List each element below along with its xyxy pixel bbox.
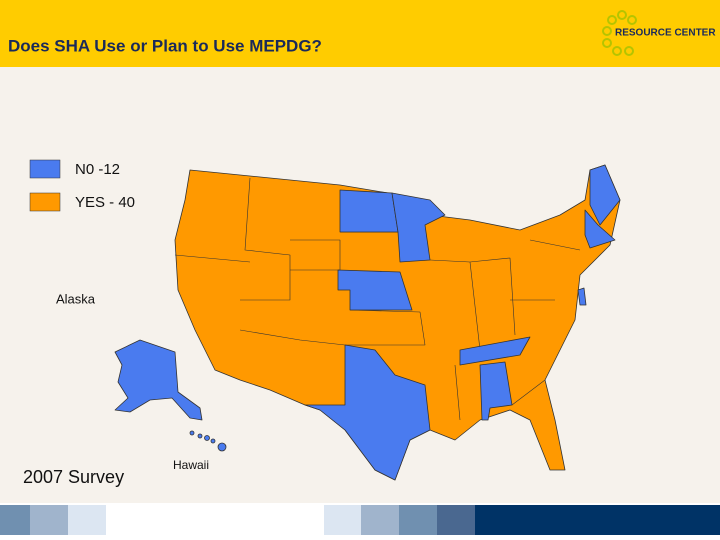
state-no (391, 192, 446, 263)
logo: RESOURCE CENTER (602, 10, 716, 56)
footer-bar (0, 505, 720, 535)
legend-swatch-yes (29, 192, 61, 212)
state-no (459, 336, 531, 366)
state-no (584, 209, 616, 249)
logo-text: RESOURCE CENTER (615, 28, 716, 39)
legend-label: N0 -12 (75, 161, 120, 178)
legend-label: YES - 40 (75, 194, 135, 211)
state-no (304, 344, 431, 481)
state-no (339, 189, 399, 233)
state-no (479, 361, 513, 421)
legend-swatch-no (29, 159, 61, 179)
state-no (577, 287, 587, 306)
legend: N0 -12 YES - 40 (29, 159, 135, 212)
map-label: Hawaii (173, 458, 209, 472)
state-no (337, 269, 413, 311)
state-no (589, 164, 621, 226)
hawaii (189, 430, 227, 452)
slide-title: Does SHA Use or Plan to Use MEPDG? (8, 36, 322, 55)
caption: 2007 Survey (23, 467, 124, 487)
alaska (114, 339, 203, 421)
us-map (114, 164, 621, 481)
header-band (0, 0, 720, 67)
map-label: Alaska (56, 291, 96, 306)
